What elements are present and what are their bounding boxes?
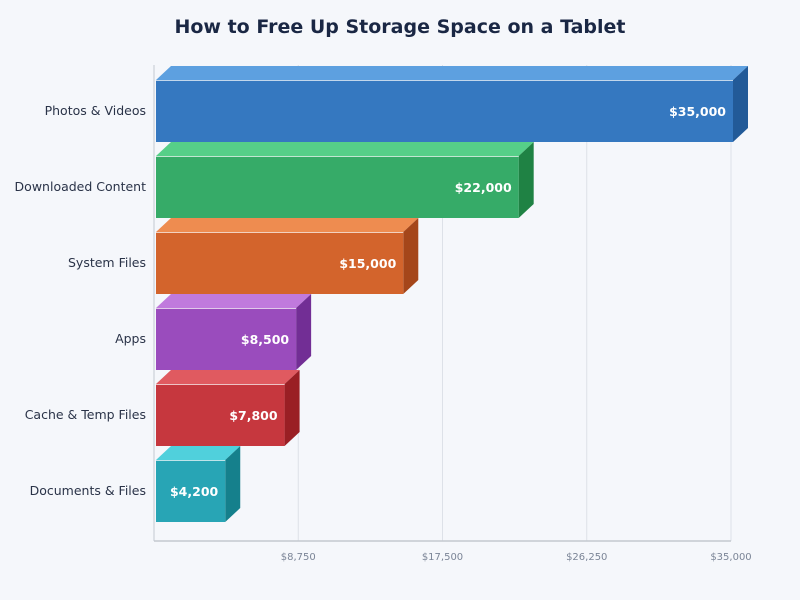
bar-top-face [156,446,241,460]
data-label: $35,000 [669,104,726,119]
category-label: Cache & Temp Files [25,407,146,422]
bar-6: $4,200 [156,446,241,522]
bar-top-face [156,218,419,232]
bar-side-face [225,446,241,522]
data-label: $22,000 [455,180,512,195]
category-label: Downloaded Content [15,179,147,194]
bar-top-face [156,66,748,80]
bar-5: $7,800 [156,370,300,446]
x-tick-label: $26,250 [566,552,607,563]
chart-title: How to Free Up Storage Space on a Tablet [174,16,626,38]
x-tick-label: $8,750 [281,552,316,563]
data-label: $8,500 [241,332,290,347]
bar-front-face [156,232,404,294]
bar-front-face [156,156,519,218]
bar-side-face [296,294,312,370]
x-tick-label: $35,000 [710,552,751,563]
category-label: System Files [68,255,146,270]
bar-front-face [156,460,226,522]
bar-1: $35,000 [156,66,748,142]
bar-top-face [156,142,534,156]
bar-front-face [156,308,297,370]
data-label: $7,800 [229,408,278,423]
bar-side-face [733,66,748,142]
bar-4: $8,500 [156,294,312,370]
bar-top-face [156,370,300,384]
bar-side-face [284,370,300,446]
bar-top-face [156,294,312,308]
category-label: Photos & Videos [45,103,146,118]
bar-3: $15,000 [156,218,419,294]
bar-side-face [518,142,534,218]
data-label: $15,000 [339,256,396,271]
x-tick-label: $17,500 [422,552,463,563]
category-label: Apps [115,331,146,346]
bar-side-face [403,218,419,294]
bar-2: $22,000 [156,142,534,218]
bar-front-face [156,80,733,142]
data-label: $4,200 [170,484,219,499]
bar-front-face [156,384,285,446]
category-label: Documents & Files [30,483,146,498]
